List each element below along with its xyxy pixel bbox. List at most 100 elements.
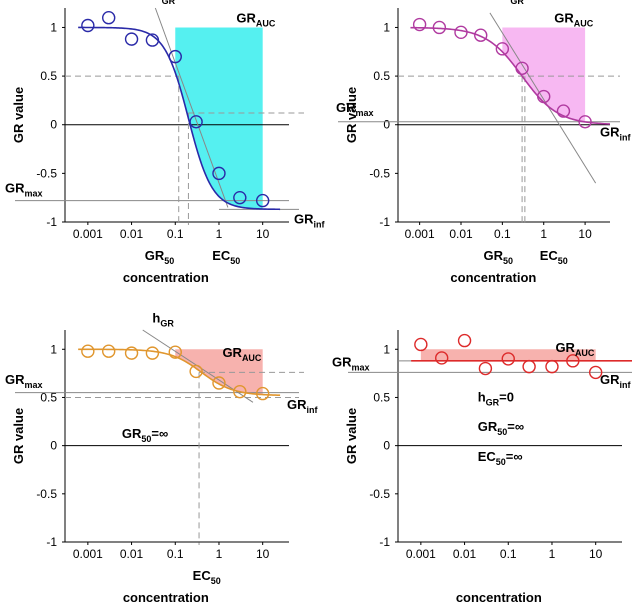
auc-area — [420, 349, 596, 361]
hgr-label: hGR — [502, 0, 524, 6]
x-tick-label: 1 — [216, 547, 223, 561]
hgr-label: hGR — [154, 0, 176, 6]
x-tick-label: 0.1 — [494, 227, 511, 241]
y-tick-label: -0.5 — [369, 487, 390, 501]
gr50-label: GR50 — [484, 248, 514, 266]
y-tick-label: -1 — [379, 535, 390, 549]
data-point — [454, 25, 468, 40]
auc-label: GRAUC — [555, 340, 594, 358]
grmax-label: GRmax — [5, 181, 43, 199]
grinf-label: GRinf — [600, 124, 631, 142]
grmax-label: GRmax — [336, 100, 374, 118]
x-tick-label: 1 — [216, 227, 223, 241]
data-point — [495, 42, 510, 56]
data-point — [414, 337, 428, 352]
x-axis-label: concentration — [456, 590, 542, 605]
y-axis-label: GR value — [11, 408, 26, 464]
y-tick-label: 1 — [383, 342, 390, 356]
y-tick-label: 0.5 — [373, 69, 390, 83]
panel-1: 1 0.5 0 -0.5 -1 0.001 0.01 0.1 1 10 GR value concen… — [5, 0, 325, 285]
hgr-zero-label: hGR=0 — [478, 389, 514, 407]
data-point — [212, 166, 226, 181]
x-tick-label: 1 — [540, 227, 547, 241]
x-tick-label: 0.001 — [73, 227, 103, 241]
panel-2: 1 0.5 0 -0.5 -1 0.001 0.01 0.1 1 10 GR value concen… — [336, 0, 631, 285]
data-point — [432, 20, 447, 35]
ec50-label: EC50 — [212, 248, 240, 266]
y-tick-label: 0 — [383, 118, 390, 132]
gr50-label: GR50 — [145, 248, 175, 266]
data-point — [81, 18, 95, 33]
y-tick-label: 0.5 — [40, 390, 57, 404]
data-point — [255, 386, 270, 401]
data-point — [81, 344, 95, 358]
y-tick-label: -0.5 — [36, 166, 57, 180]
data-point — [102, 344, 116, 358]
grinf-label: GRinf — [287, 397, 318, 415]
y-tick-label: -1 — [379, 215, 390, 229]
x-tick-label: 0.001 — [405, 227, 435, 241]
x-axis-label: concentration — [123, 590, 209, 605]
data-point — [501, 352, 515, 366]
y-axis-label: GR value — [11, 87, 26, 143]
hgr-slope-line — [154, 7, 229, 208]
data-point — [435, 351, 449, 365]
x-tick-label: 0.001 — [73, 547, 103, 561]
gr50-inf-label: GR50=∞ — [122, 426, 168, 444]
x-tick-label: 0.1 — [167, 547, 184, 561]
y-tick-label: 0 — [383, 439, 390, 453]
x-tick-label: 0.01 — [120, 227, 144, 241]
y-tick-label: -1 — [46, 535, 57, 549]
data-point — [457, 333, 472, 348]
ec50-label: EC50 — [540, 248, 568, 266]
data-point — [168, 345, 182, 359]
grmax-label: GRmax — [332, 355, 370, 373]
auc-label: GRAUC — [236, 11, 275, 29]
fit-curve — [78, 26, 281, 211]
y-tick-label: 1 — [383, 20, 390, 34]
x-tick-label: 0.1 — [167, 227, 184, 241]
ec50-inf-label: EC50=∞ — [478, 449, 523, 467]
x-tick-label: 0.01 — [453, 547, 477, 561]
y-axis-label: GR value — [344, 87, 359, 143]
x-axis-label: concentration — [123, 270, 209, 285]
data-point — [145, 346, 160, 360]
hgr-slope-line — [489, 12, 597, 184]
ec50-label: EC50 — [193, 568, 221, 586]
data-point — [474, 28, 488, 42]
x-tick-label: 0.01 — [449, 227, 473, 241]
hgr-label: hGR — [152, 310, 174, 328]
data-point — [522, 359, 536, 374]
fit-curve — [78, 348, 281, 397]
data-point — [124, 346, 139, 360]
data-point — [556, 104, 571, 118]
data-point — [478, 361, 493, 376]
x-tick-label: 10 — [256, 227, 270, 241]
y-tick-label: 0 — [50, 118, 57, 132]
auc-label: GRAUC — [554, 11, 593, 29]
data-point — [578, 115, 592, 129]
auc-area — [175, 27, 263, 210]
data-point — [566, 354, 580, 368]
data-point — [124, 32, 139, 46]
x-tick-label: 0.001 — [406, 547, 436, 561]
data-point — [537, 89, 551, 104]
y-tick-label: 0 — [50, 439, 57, 453]
y-tick-label: 0.5 — [373, 390, 390, 404]
data-point — [102, 11, 116, 25]
x-tick-label: 0.1 — [500, 547, 517, 561]
x-tick-label: 1 — [549, 547, 556, 561]
y-tick-label: 1 — [50, 20, 57, 34]
data-point — [168, 49, 182, 64]
gr50-inf-label: GR50=∞ — [478, 419, 524, 437]
y-tick-label: -0.5 — [369, 166, 390, 180]
auc-label: GRAUC — [222, 345, 261, 363]
x-tick-label: 10 — [589, 547, 603, 561]
data-point — [189, 364, 203, 379]
auc-area — [502, 27, 586, 122]
y-tick-label: -1 — [46, 215, 57, 229]
data-point — [588, 365, 603, 380]
data-point — [412, 17, 427, 32]
auc-area — [175, 349, 263, 395]
y-axis-label: GR value — [344, 408, 359, 464]
